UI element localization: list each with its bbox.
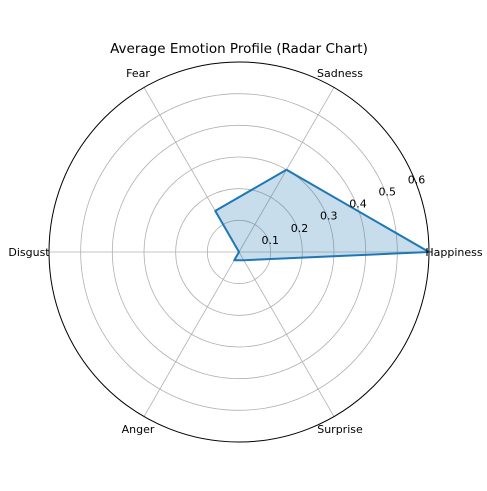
grid-spoke (238, 251, 335, 417)
grid-spoke (143, 251, 240, 417)
grid-layer (48, 61, 430, 443)
category-label: Anger (122, 423, 155, 436)
r-tick-label: 0.6 (408, 173, 426, 186)
r-tick-label: 0.4 (349, 198, 367, 211)
label-layer: Happiness Sadness Fear Disgust Anger Surprise… (8, 67, 483, 436)
chart-title: Average Emotion Profile (Radar Chart) (110, 41, 368, 57)
data-layer (214, 168, 430, 262)
r-tick-label: 0.5 (379, 185, 397, 198)
category-label: Happiness (425, 246, 483, 259)
series-fill (215, 169, 429, 261)
category-label: Fear (126, 67, 150, 80)
category-label: Disgust (8, 246, 50, 259)
series-line (214, 168, 430, 262)
r-tick-label: 0.3 (320, 210, 338, 223)
r-tick-label: 0.2 (291, 222, 309, 235)
category-label: Sadness (317, 67, 363, 80)
category-label: Surprise (317, 423, 363, 436)
r-tick-label: 0.1 (262, 234, 280, 247)
